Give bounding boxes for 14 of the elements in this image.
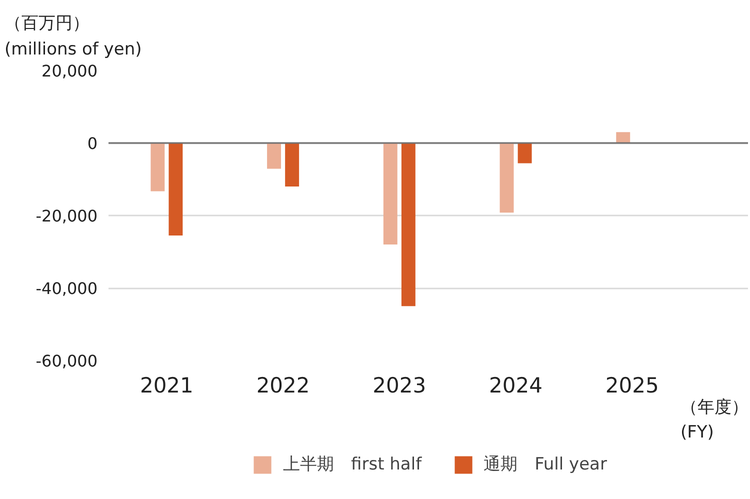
legend-label: 上半期 first half xyxy=(283,454,422,476)
x-tick-label: 2021 xyxy=(140,374,194,398)
x-tick-label: 2025 xyxy=(605,374,659,398)
y-tick-label: -60,000 xyxy=(36,352,98,370)
y-axis-title: （百万円） (millions of yen) xyxy=(4,14,142,60)
y-tick-label: -20,000 xyxy=(36,206,98,226)
x-tick-label: 2023 xyxy=(372,374,426,398)
x-tick-label: 2024 xyxy=(489,374,543,398)
legend-label: 通期 Full year xyxy=(484,454,607,476)
y-tick-label: 0 xyxy=(87,134,98,153)
x-tick-label: 2022 xyxy=(256,374,310,398)
y-tick-label: 20,000 xyxy=(42,62,98,80)
x-axis-title: （年度） (FY) xyxy=(680,398,748,442)
y-tick-label: -40,000 xyxy=(36,279,98,298)
